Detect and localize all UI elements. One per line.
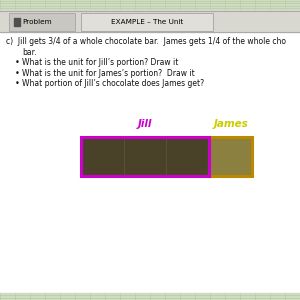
Text: What portion of Jill’s chocolate does James get?: What portion of Jill’s chocolate does Ja… [22,80,205,88]
Text: •: • [14,58,19,68]
Text: What is the unit for James’s portion?  Draw it: What is the unit for James’s portion? Dr… [22,69,195,78]
Text: c)  Jill gets 3/4 of a whole chocolate bar.  James gets 1/4 of the whole cho: c) Jill gets 3/4 of a whole chocolate ba… [6,37,286,46]
Text: What is the unit for Jill’s portion? Draw it: What is the unit for Jill’s portion? Dra… [22,58,179,68]
Text: EXAMPLE – The Unit: EXAMPLE – The Unit [111,19,183,25]
Text: •: • [14,69,19,78]
Text: •: • [14,80,19,88]
Text: bar.: bar. [22,48,37,57]
Text: Jill: Jill [138,119,152,129]
Bar [81,136,124,176]
Bar [81,136,209,176]
Text: James: James [213,119,248,129]
Bar [167,136,209,176]
Bar [124,136,166,176]
Bar [0,0,300,11]
Text: Problem: Problem [22,19,52,25]
Bar [9,13,75,31]
Bar [209,136,252,176]
Bar [81,13,213,31]
Bar [0,11,300,32]
Bar [14,18,20,26]
Bar [0,293,300,300]
